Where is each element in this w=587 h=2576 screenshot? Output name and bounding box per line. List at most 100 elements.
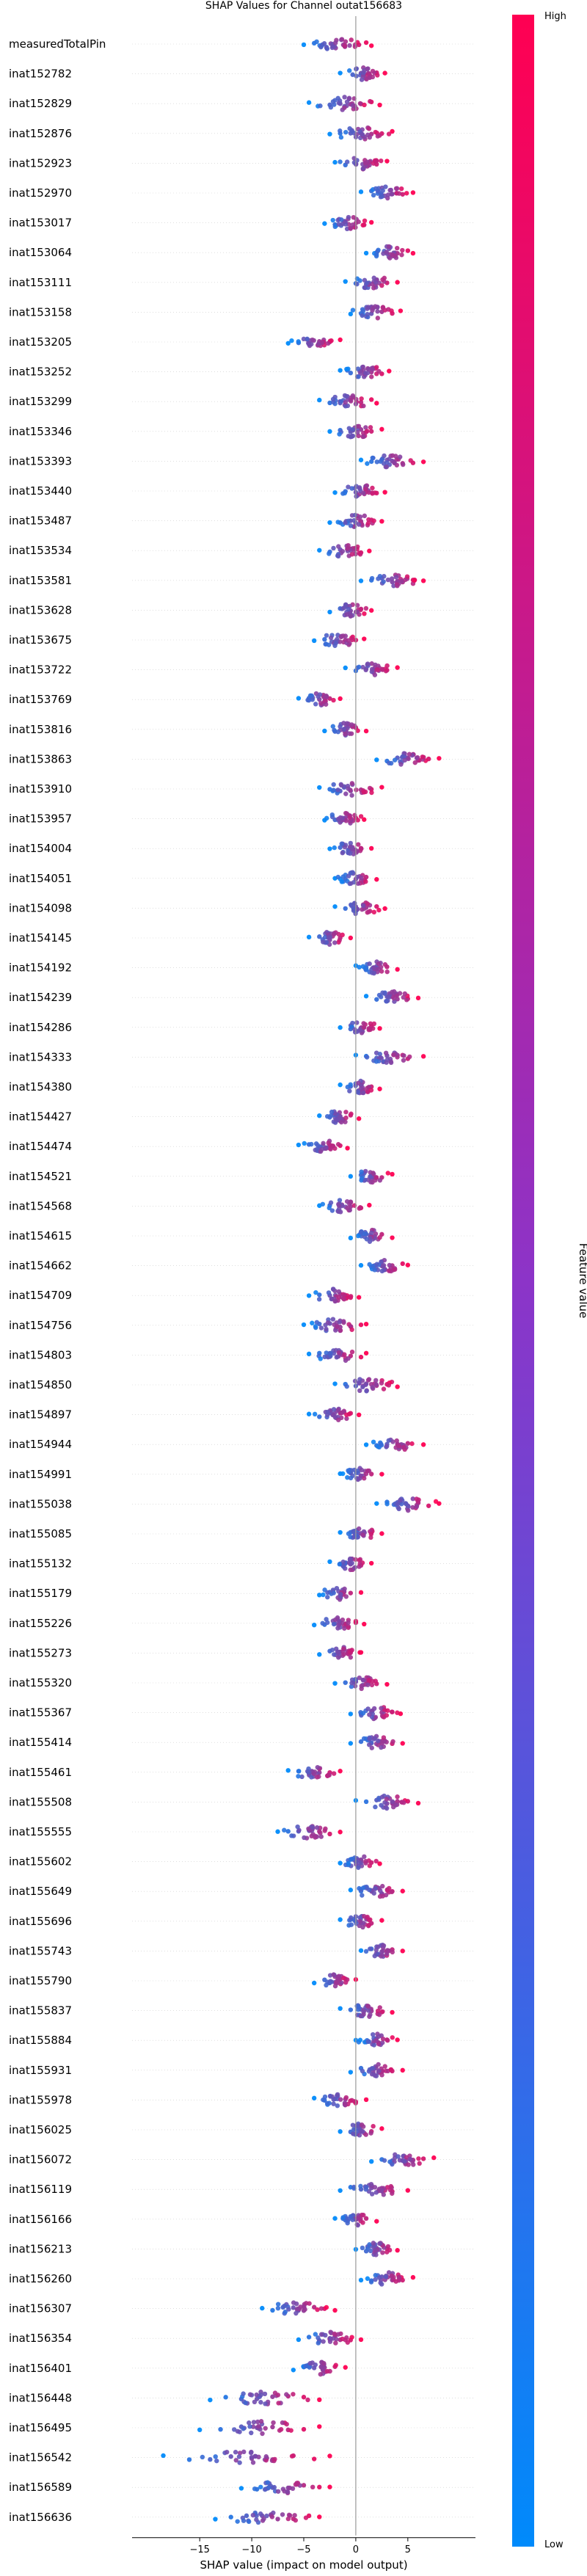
shap-point <box>371 285 376 291</box>
shap-point <box>368 2131 373 2136</box>
shap-point <box>318 1830 323 1835</box>
shap-point <box>306 1826 311 1832</box>
shap-point <box>355 881 361 887</box>
shap-point <box>247 2392 253 2397</box>
shap-point <box>327 551 332 556</box>
shap-point <box>306 100 312 105</box>
shap-point <box>363 1231 368 1237</box>
shap-point <box>349 552 355 557</box>
shap-point <box>294 2310 299 2316</box>
feature-label: inat153111 <box>9 276 72 289</box>
shap-point <box>358 2337 364 2343</box>
shap-point <box>405 1507 411 1513</box>
shap-point <box>401 1800 406 1805</box>
shap-point <box>373 159 379 164</box>
shap-point <box>373 280 379 285</box>
shap-point <box>335 1615 340 1620</box>
shap-point <box>364 1055 370 1060</box>
shap-point <box>313 1324 318 1329</box>
shap-point <box>348 311 354 317</box>
shap-point <box>349 1684 354 1689</box>
shap-point <box>375 667 381 672</box>
shap-point <box>373 304 378 309</box>
shap-point <box>384 460 390 465</box>
shap-point <box>376 992 382 998</box>
shap-point <box>224 2449 230 2455</box>
shap-point <box>385 577 391 583</box>
shap-point <box>356 1412 362 1418</box>
shap-point <box>361 1021 366 1026</box>
shap-point <box>339 1119 344 1125</box>
shap-point <box>336 1417 341 1422</box>
shap-point <box>311 638 317 644</box>
shap-point <box>407 2156 412 2162</box>
shap-point <box>247 2420 252 2426</box>
shap-point <box>338 2097 343 2102</box>
shap-point <box>356 423 362 429</box>
shap-point <box>296 339 301 344</box>
shap-point <box>314 1146 320 1152</box>
feature-label: inat153205 <box>9 335 72 349</box>
shap-point <box>383 1050 389 1056</box>
shap-point <box>368 1471 374 1477</box>
shap-point <box>337 1320 343 1325</box>
shap-point <box>338 724 343 729</box>
shap-point <box>346 1620 351 1626</box>
shap-point <box>370 74 376 80</box>
shap-point <box>379 2126 384 2131</box>
shap-point <box>340 2215 346 2220</box>
shap-point <box>362 218 368 224</box>
shap-point <box>379 426 384 432</box>
shap-point <box>357 550 362 556</box>
shap-point <box>405 1262 411 1267</box>
shap-point <box>358 814 364 819</box>
shap-point <box>395 1442 401 1448</box>
shap-point <box>382 2158 387 2163</box>
shap-point <box>345 1474 350 1480</box>
shap-point <box>338 1860 343 1866</box>
feature-label: inat154568 <box>9 1199 72 1212</box>
shap-point <box>344 1416 349 1422</box>
feature-label: inat154615 <box>9 1229 72 1242</box>
shap-point <box>327 1980 332 1986</box>
feature-label: inat154709 <box>9 1289 72 1302</box>
shap-point <box>373 1858 379 1864</box>
shap-point <box>393 575 399 580</box>
shap-point <box>371 1171 376 1176</box>
shap-point <box>313 1833 318 1839</box>
shap-point <box>398 308 404 313</box>
shap-point <box>380 2036 386 2042</box>
shap-point <box>302 2304 307 2310</box>
shap-point <box>365 2039 371 2044</box>
shap-point <box>317 1652 322 1657</box>
shap-point <box>379 1531 384 1536</box>
shap-point <box>357 1918 362 1924</box>
shap-point <box>293 2517 298 2523</box>
shap-point <box>367 1202 372 1208</box>
shap-point <box>373 2277 378 2282</box>
shap-point <box>384 1057 390 1062</box>
shap-point <box>314 1825 320 1830</box>
shap-point <box>355 1469 360 1474</box>
shap-point <box>373 2038 379 2043</box>
shap-point <box>324 2368 330 2374</box>
shap-point <box>385 1708 390 1713</box>
shap-point <box>311 1980 317 1986</box>
shap-point <box>228 2454 233 2459</box>
shap-point <box>409 1441 415 1447</box>
shap-point <box>359 1467 365 1473</box>
shap-point <box>390 1235 395 1240</box>
shap-point <box>266 2485 271 2490</box>
shap-point <box>404 191 409 196</box>
shap-point <box>358 1262 364 1268</box>
shap-point <box>328 2094 333 2099</box>
shap-point <box>317 2397 322 2403</box>
shap-point <box>321 2361 327 2366</box>
shap-point <box>346 484 351 490</box>
shap-point <box>275 2305 281 2311</box>
shap-point <box>331 1407 337 1412</box>
shap-point <box>247 2519 252 2525</box>
shap-point <box>256 2454 261 2460</box>
shap-point <box>324 1982 329 1988</box>
shap-point <box>306 1351 312 1357</box>
